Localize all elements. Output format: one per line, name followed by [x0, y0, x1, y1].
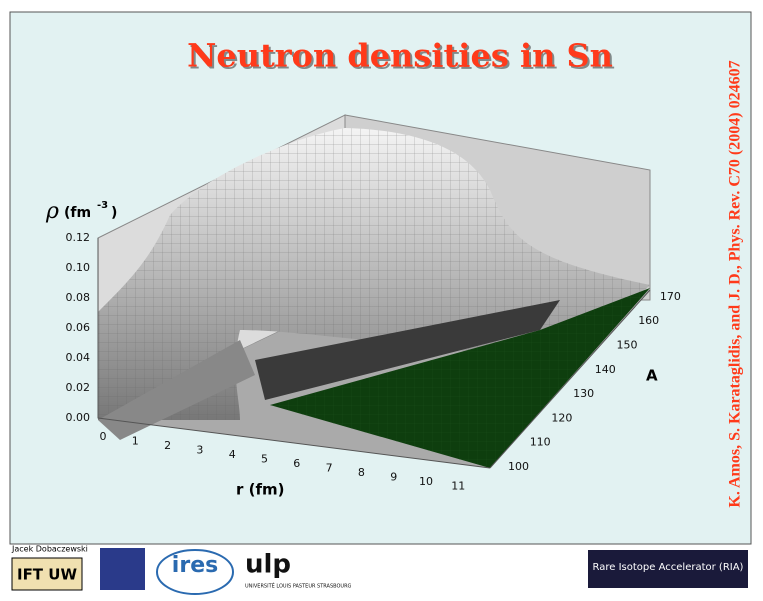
logo-uw-seal [100, 548, 145, 590]
a-tick-label: 160 [638, 314, 659, 327]
r-tick-label: 2 [164, 439, 171, 452]
r-tick-label: 5 [261, 453, 268, 466]
r-tick-label: 11 [451, 480, 465, 493]
z-label-unit: (fm [64, 205, 91, 221]
z-label-close: ) [111, 205, 117, 221]
a-tick-label: 110 [530, 436, 551, 449]
r-tick-label: 8 [358, 466, 365, 479]
citation: K. Amos, S. Karataglidis, and J. D., Phy… [727, 60, 744, 507]
z-label-symbol: ρ [45, 199, 59, 224]
r-tick-label: 1 [132, 435, 139, 448]
r-tick-label: 4 [229, 448, 236, 461]
logo-ift [11, 557, 83, 591]
z-tick-label: 0.02 [66, 381, 91, 394]
logo3: ulp [245, 550, 291, 580]
z-label-exp: -3 [97, 200, 108, 211]
title: Neutron densities in Sn [187, 37, 613, 75]
surface-front [98, 340, 255, 440]
author: Jacek Dobaczewski [11, 545, 88, 554]
a-tick-label: 100 [508, 460, 529, 473]
z-tick-label: 0.10 [66, 261, 91, 274]
r-tick-label: 9 [390, 471, 397, 484]
z-tick-label: 0.06 [66, 321, 91, 334]
title-shadow: Neutron densities in Sn [189, 39, 615, 77]
z-tick-label: 0.00 [66, 411, 91, 424]
logo4: Rare Isotope Accelerator (RIA) [593, 562, 744, 573]
a-tick-label: 120 [551, 411, 572, 424]
a-tick-label: 140 [595, 363, 616, 376]
logo2: ires [172, 553, 218, 578]
surface-dark-band [255, 300, 560, 400]
r-label: r (fm) [236, 481, 285, 499]
a-tick-label: 130 [573, 387, 594, 400]
r-tick-label: 0 [100, 430, 107, 443]
green-mesh [270, 288, 650, 468]
logo-ires-ring [156, 549, 234, 595]
r-tick-label: 3 [196, 444, 203, 457]
z-tick-label: 0.04 [66, 351, 91, 364]
logo3-sub: UNIVERSITÉ LOUIS PASTEUR STRASBOURG [245, 582, 352, 590]
z-tick-label: 0.12 [66, 231, 91, 244]
logo1: IFT UW [17, 566, 77, 584]
logo-ria [588, 550, 748, 588]
r-axis [97, 417, 491, 469]
a-label: A [646, 367, 658, 385]
r-tick-label: 6 [293, 457, 300, 470]
a-tick-label: 150 [617, 339, 638, 352]
r-tick-label: 10 [419, 475, 433, 488]
z-tick-label: 0.08 [66, 291, 91, 304]
r-tick-label: 7 [326, 462, 333, 475]
a-tick-label: 170 [660, 290, 681, 303]
a-axis [489, 289, 651, 469]
